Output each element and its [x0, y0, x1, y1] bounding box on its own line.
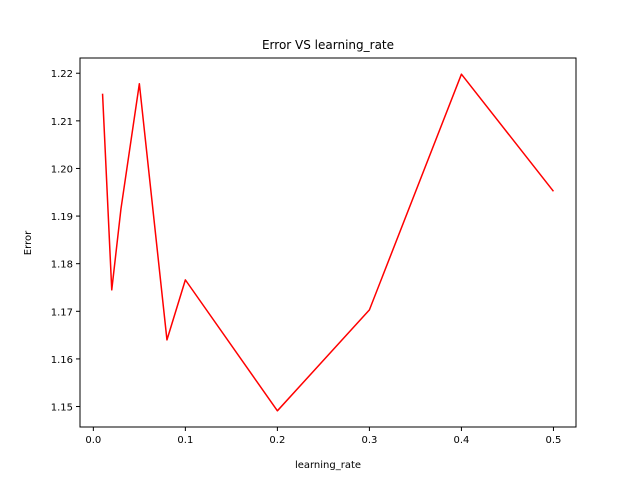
y-tick-label: 1.17 [51, 307, 73, 318]
y-tick-label: 1.20 [51, 164, 73, 175]
x-axis-label: learning_rate [295, 460, 361, 471]
x-tick-label: 0.2 [269, 435, 285, 446]
y-tick-label: 1.15 [51, 403, 73, 414]
x-axis-ticks: 0.0 0.1 0.2 0.3 0.4 0.5 [85, 427, 561, 446]
y-tick-label: 1.19 [51, 212, 73, 223]
y-tick-label: 1.21 [51, 117, 73, 128]
y-tick-label: 1.22 [51, 69, 73, 80]
x-tick-label: 0.3 [361, 435, 377, 446]
y-axis-ticks: 1.15 1.16 1.17 1.18 1.19 1.20 1.21 1.22 [51, 69, 80, 414]
y-axis-label: Error [23, 230, 34, 255]
plot-area-frame [79, 57, 577, 428]
x-tick-label: 0.0 [85, 435, 101, 446]
chart-title: Error VS learning_rate [262, 38, 394, 52]
x-tick-label: 0.1 [177, 435, 193, 446]
x-tick-label: 0.4 [453, 435, 469, 446]
x-tick-label: 0.5 [546, 435, 562, 446]
y-tick-label: 1.16 [51, 355, 73, 366]
y-tick-label: 1.18 [51, 260, 73, 271]
series-line [101, 73, 555, 412]
series-layer [101, 73, 555, 412]
